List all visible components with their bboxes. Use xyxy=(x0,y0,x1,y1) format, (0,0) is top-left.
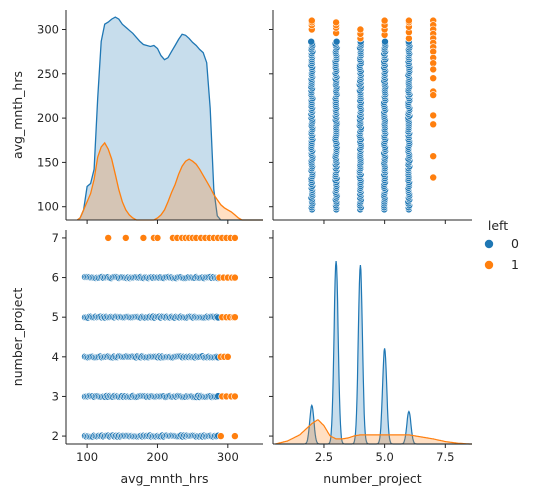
kde-avg-mnth-hrs xyxy=(76,16,263,221)
scatter-hrs-vs-project xyxy=(307,16,438,214)
kde-fill-left-1 xyxy=(77,142,263,220)
y-tick-label: 200 xyxy=(37,111,59,125)
pairplot-panels: 100 150 200 250 300 2 3 4 5 6 7 100 200 300 2.5 5.0 7.5 a… xyxy=(10,10,472,486)
kde-line-left-1 xyxy=(76,141,263,221)
point-left-1 xyxy=(231,234,239,242)
y-tick-label: 3 xyxy=(52,389,59,403)
point-left-1 xyxy=(405,16,413,25)
point-left-1 xyxy=(429,65,438,74)
legend-label: 1 xyxy=(511,257,519,272)
point-left-1 xyxy=(429,91,438,99)
y-axis-label: avg_mnth_hrs xyxy=(10,71,25,159)
scatter-project-vs-hrs xyxy=(81,234,239,441)
point-left-1 xyxy=(429,111,438,120)
y-tick-label: 100 xyxy=(37,200,59,214)
point-left-1 xyxy=(104,234,112,242)
y-tick-label: 5 xyxy=(52,310,59,324)
x-tick-label: 5.0 xyxy=(375,450,393,464)
x-axis-label: avg_mnth_hrs xyxy=(121,471,209,486)
kde-line-left-0 xyxy=(275,260,472,445)
x-tick-label: 7.5 xyxy=(436,450,454,464)
x-tick-label: 300 xyxy=(217,450,239,464)
y-tick-label: 300 xyxy=(37,22,59,36)
point-left-1 xyxy=(231,313,239,322)
y-tick-label: 250 xyxy=(37,67,59,81)
legend-label: 0 xyxy=(511,236,519,251)
point-left-1 xyxy=(429,74,438,82)
y-tick-label: 4 xyxy=(52,350,59,364)
x-tick-label: 200 xyxy=(146,450,168,464)
point-left-1 xyxy=(122,234,130,242)
point-left-0 xyxy=(307,37,316,46)
point-left-1 xyxy=(429,173,438,182)
point-left-1 xyxy=(153,234,162,242)
y-tick-label: 7 xyxy=(52,231,59,245)
y-tick-label: 6 xyxy=(52,271,59,285)
kde-fill-left-1 xyxy=(275,419,472,444)
point-left-0 xyxy=(332,37,341,46)
point-left-0 xyxy=(381,37,389,46)
point-left-1 xyxy=(224,352,232,361)
legend-marker xyxy=(484,239,494,249)
point-left-1 xyxy=(380,16,389,25)
legend-marker xyxy=(484,260,494,270)
y-tick-label: 2 xyxy=(52,429,59,443)
legend-title: left xyxy=(488,218,508,233)
point-left-1 xyxy=(217,432,225,440)
point-left-1 xyxy=(231,273,239,282)
point-left-1 xyxy=(429,120,438,129)
y-tick-label: 150 xyxy=(37,155,59,169)
point-left-1 xyxy=(139,234,148,242)
point-left-1 xyxy=(231,432,239,440)
point-left-1 xyxy=(307,16,316,25)
x-tick-label: 100 xyxy=(76,450,98,464)
kde-fill-left-0 xyxy=(275,261,472,444)
point-left-1 xyxy=(332,18,340,27)
point-left-1 xyxy=(231,392,239,401)
point-left-1 xyxy=(429,152,438,160)
x-axis-label: number_project xyxy=(323,471,422,486)
kde-number-project xyxy=(275,260,472,445)
kde-fill-left-0 xyxy=(77,17,263,220)
kde-line-left-1 xyxy=(275,419,472,445)
y-axis-label: number_project xyxy=(10,288,25,387)
x-tick-label: 2.5 xyxy=(315,450,333,464)
point-left-1 xyxy=(356,25,365,34)
